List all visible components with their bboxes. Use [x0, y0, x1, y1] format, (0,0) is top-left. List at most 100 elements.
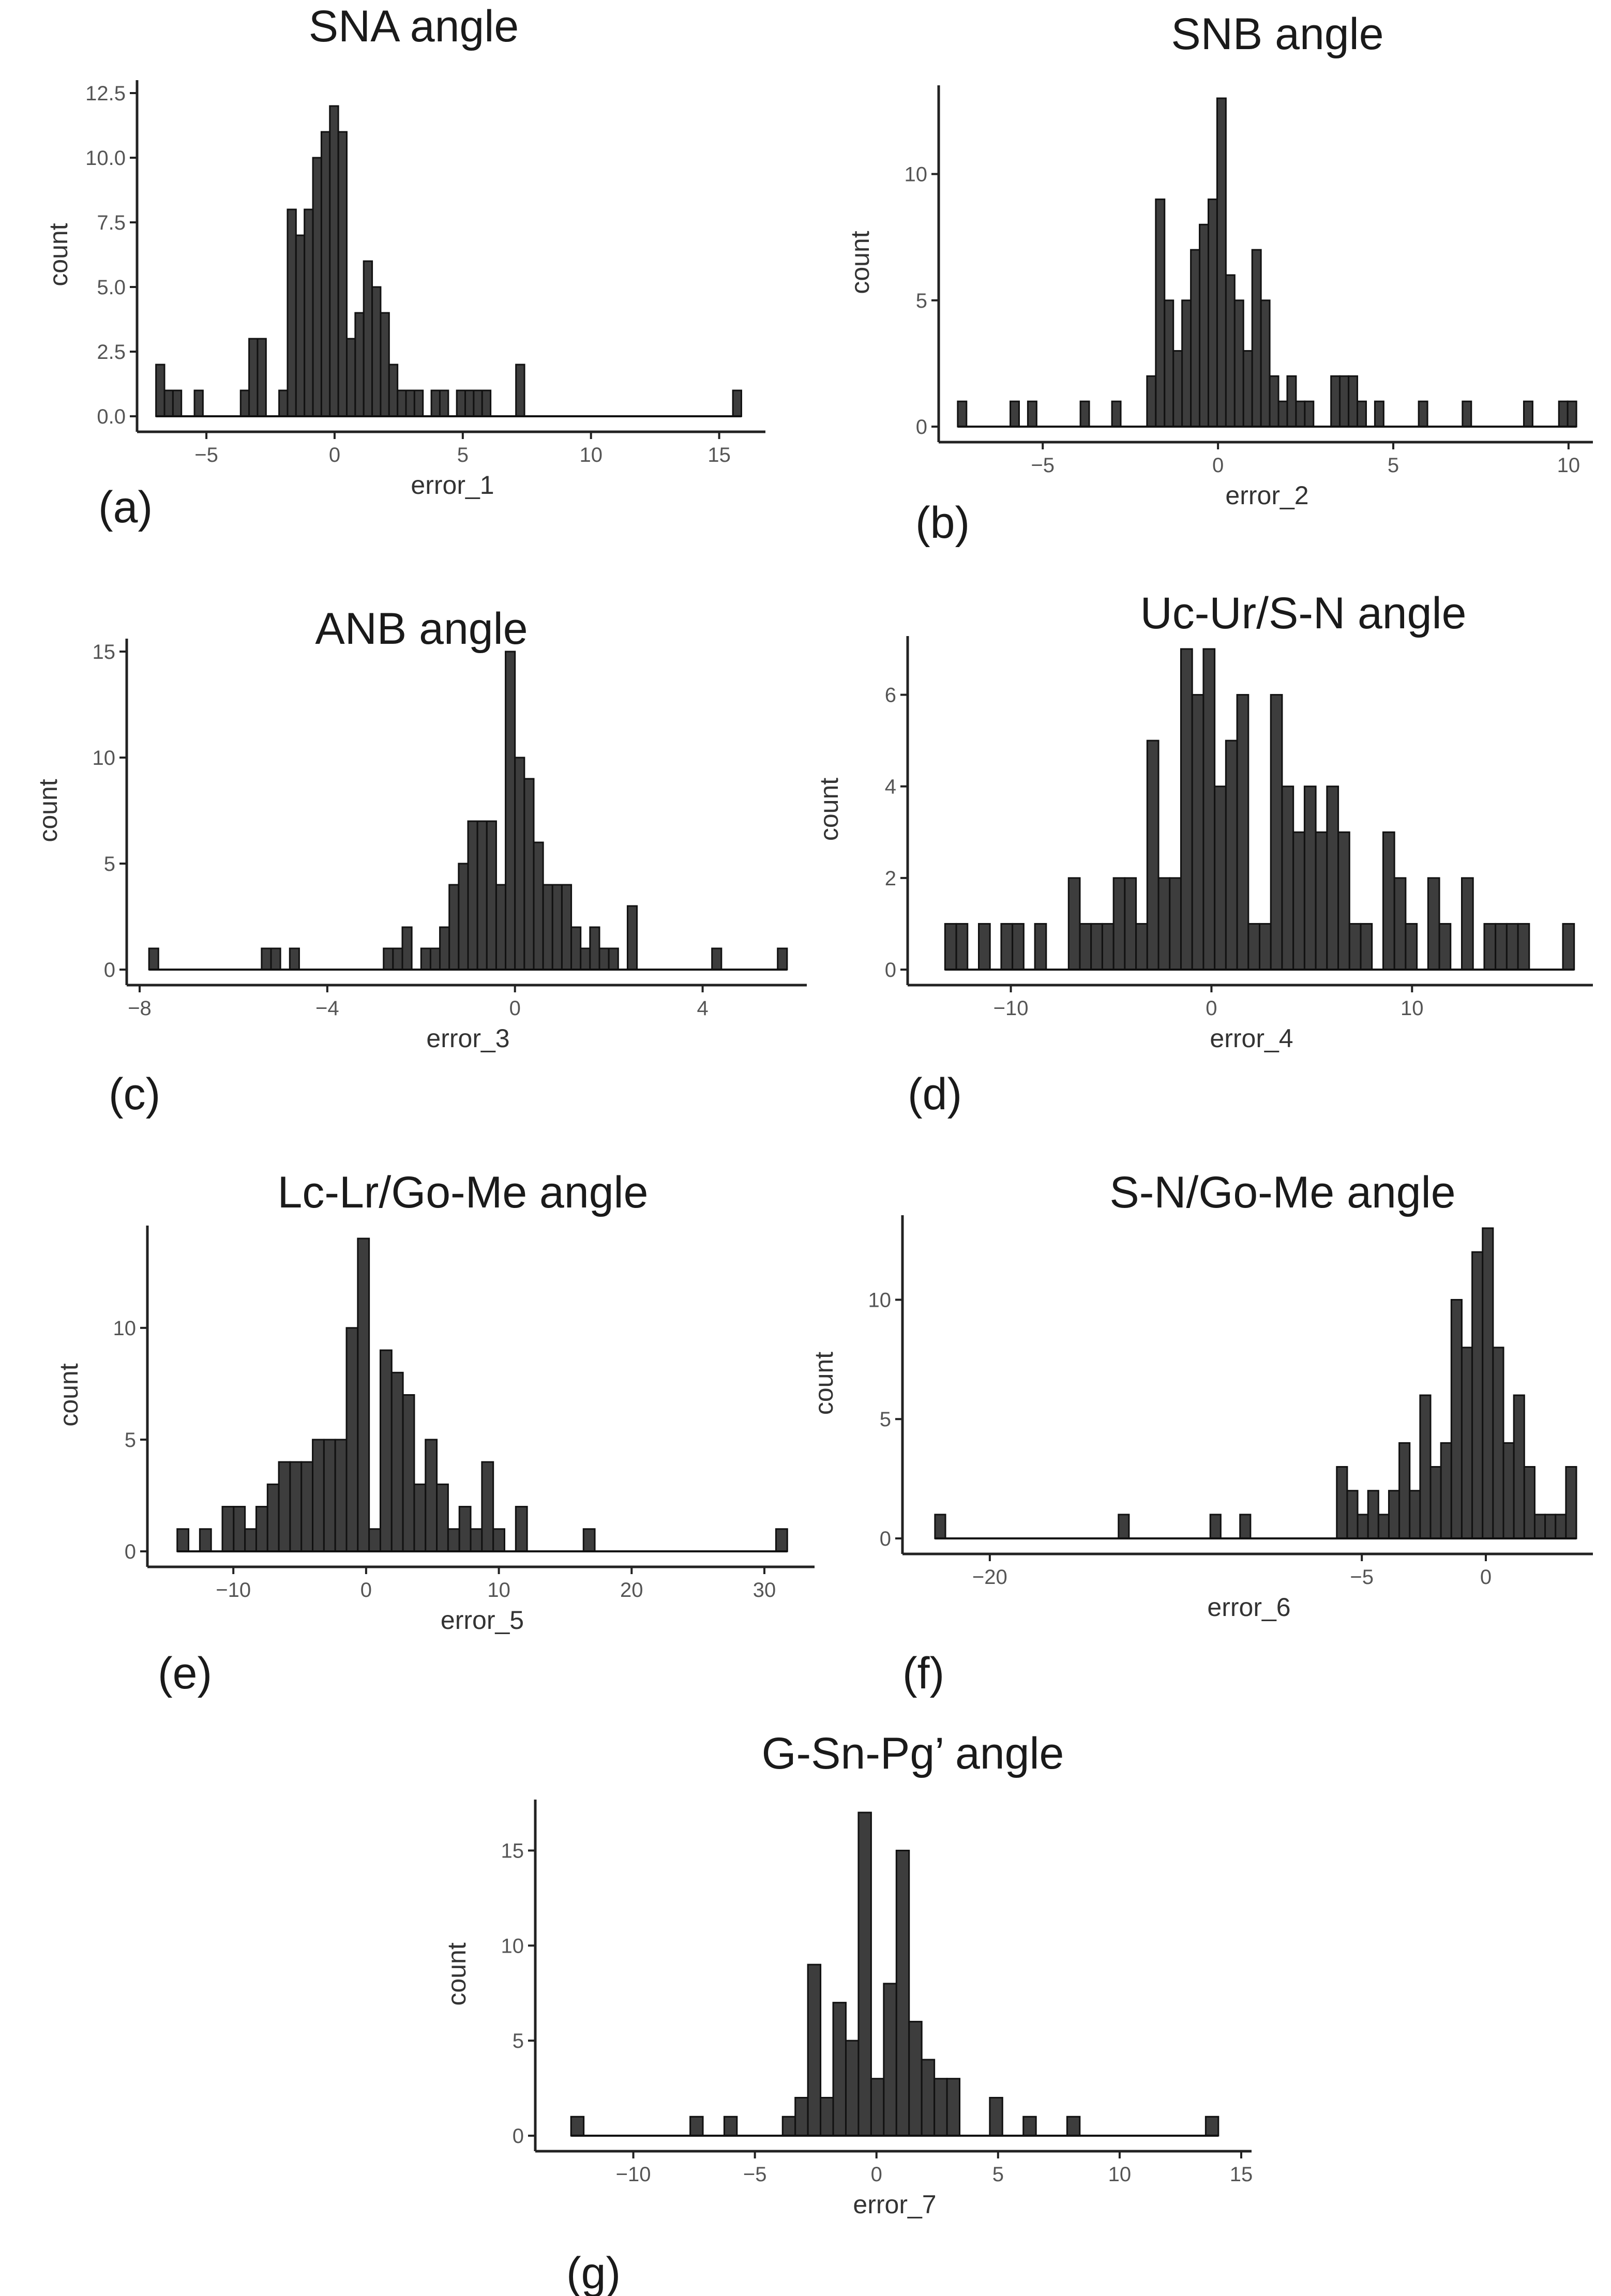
- histogram-bar: [420, 947, 431, 971]
- histogram-bar: [561, 884, 573, 971]
- histogram-bar: [1181, 299, 1192, 428]
- panel-label: (a): [98, 482, 153, 532]
- histogram-bar: [1565, 1466, 1577, 1539]
- histogram-bar: [1505, 923, 1519, 971]
- x-axis-label: error_1: [411, 471, 494, 500]
- histogram-bar: [1367, 1490, 1379, 1539]
- histogram-bar: [1471, 1251, 1484, 1539]
- histogram-bar: [221, 1506, 235, 1552]
- histogram-bar: [439, 926, 450, 971]
- histogram-bar: [255, 1506, 268, 1552]
- histogram-bar: [1567, 400, 1577, 428]
- histogram-bar: [402, 1394, 415, 1552]
- histogram-bar: [448, 884, 460, 971]
- histogram-bar: [392, 947, 403, 971]
- histogram-bar: [248, 338, 259, 417]
- histogram-bar: [1377, 1514, 1390, 1539]
- histogram-bar: [514, 757, 525, 971]
- histogram-bar: [1260, 299, 1271, 428]
- histogram-bar: [1022, 2116, 1037, 2137]
- histogram-bar: [1360, 923, 1373, 971]
- y-tick-label: 5: [880, 1408, 891, 1431]
- chart-title: Lc-Lr/Go-Me angle: [278, 1168, 649, 1217]
- histogram-bar: [955, 923, 969, 971]
- x-tick-label: 5: [1388, 454, 1399, 477]
- histogram-bar: [732, 389, 742, 417]
- histogram-bar: [551, 884, 563, 971]
- histogram-bar: [1295, 400, 1306, 428]
- panel-label: (d): [908, 1069, 962, 1119]
- panel-b: SNB angle −5 0 5 10 0 5 10 error_2 count (b): [846, 9, 1593, 548]
- histogram-bar: [473, 389, 483, 417]
- histogram-bar: [989, 2096, 1003, 2137]
- x-axis-label: error_2: [1225, 481, 1308, 510]
- y-tick-label: 0: [104, 959, 115, 981]
- histogram-bar: [193, 389, 204, 417]
- y-axis-label: count: [34, 779, 63, 842]
- histogram-bar: [1495, 923, 1508, 971]
- histogram-bar: [1438, 923, 1452, 971]
- histogram-bar: [794, 2096, 809, 2137]
- histogram-bar: [1337, 831, 1350, 971]
- histogram-bar: [383, 947, 394, 971]
- histogram-bar: [1393, 877, 1407, 971]
- y-tick-label: 5.0: [97, 276, 126, 299]
- x-axis-label: error_7: [853, 2190, 936, 2219]
- histogram-bar: [266, 1483, 280, 1552]
- histogram-bar: [1101, 923, 1115, 971]
- histogram-bar: [1207, 198, 1218, 428]
- y-axis-label: count: [809, 1352, 838, 1415]
- y-tick-label: 10: [93, 747, 116, 769]
- x-tick-label: 0: [1212, 454, 1224, 477]
- histogram-bar: [1461, 877, 1474, 971]
- histogram-bar: [233, 1506, 246, 1552]
- y-tick-label: 2: [885, 867, 896, 890]
- histogram-bar: [1157, 877, 1171, 971]
- histogram-bar: [1146, 375, 1157, 428]
- histogram-bar: [1544, 1514, 1557, 1539]
- histogram-bar: [1336, 1466, 1348, 1539]
- histogram-bar: [155, 364, 165, 417]
- x-tick-label: 10: [1108, 2163, 1132, 2186]
- histogram-bar: [1169, 877, 1182, 971]
- x-tick-label: 10: [1557, 454, 1580, 477]
- y-tick-label: 0: [916, 416, 927, 439]
- histogram-bar: [1199, 223, 1209, 428]
- histogram-bar: [1247, 923, 1261, 971]
- histogram-bar: [1225, 739, 1238, 971]
- histogram-bar: [1533, 1514, 1546, 1539]
- histogram-bar: [542, 884, 553, 971]
- panel-c: ANB angle −8 −4 0 4 0 5 10 15 error_3 count (c): [34, 604, 807, 1119]
- histogram-bar: [470, 1528, 483, 1552]
- histogram-bar: [1418, 400, 1428, 428]
- histogram-bar: [1405, 923, 1418, 971]
- histogram-bar: [1513, 1394, 1525, 1539]
- histogram-bar: [379, 1349, 393, 1552]
- y-tick-label: 10: [113, 1317, 137, 1340]
- x-tick-label: 15: [1230, 2163, 1253, 2186]
- histogram-bar: [1357, 400, 1367, 428]
- y-tick-label: 5: [104, 853, 115, 875]
- histogram-bar: [1326, 786, 1339, 971]
- histogram-bar: [523, 778, 535, 971]
- histogram-bar: [320, 131, 331, 417]
- histogram-bar: [176, 1528, 190, 1552]
- y-axis-label: count: [442, 1942, 471, 2005]
- histogram-bar: [1292, 831, 1305, 971]
- histogram-bar: [1304, 400, 1315, 428]
- histogram-bar: [390, 1371, 404, 1552]
- x-tick-label: −5: [1350, 1566, 1374, 1589]
- histogram-bar: [723, 2116, 738, 2137]
- histogram-bar: [1286, 375, 1297, 428]
- histogram-bar: [1010, 400, 1020, 428]
- histogram-bar: [1066, 2116, 1081, 2137]
- histogram-bar: [1000, 923, 1014, 971]
- histogram-bar: [570, 926, 582, 971]
- y-tick-label: 10: [905, 163, 928, 186]
- histogram-bar: [163, 389, 174, 417]
- chart-title: SNB angle: [1171, 9, 1383, 59]
- histogram-bar: [1429, 1466, 1442, 1539]
- x-tick-label: −8: [128, 997, 152, 1020]
- histogram-bar: [1558, 400, 1569, 428]
